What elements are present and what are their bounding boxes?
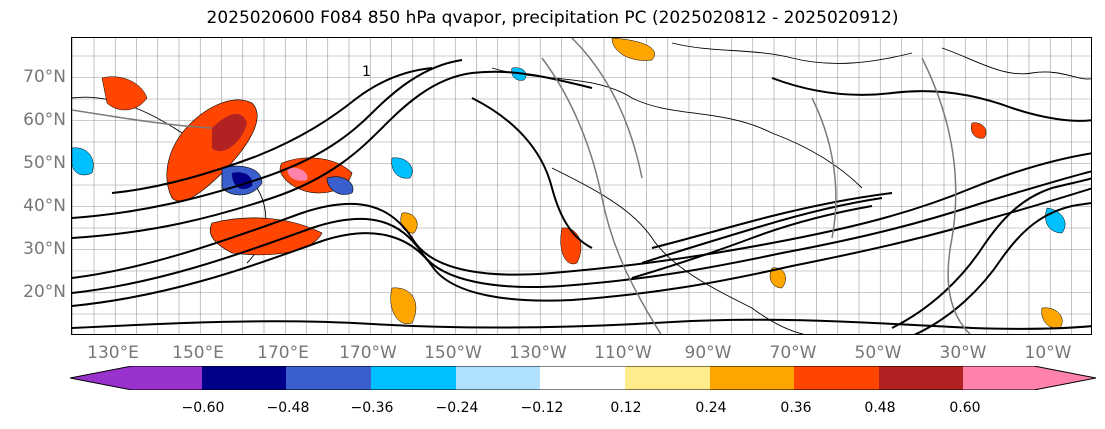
colorbar-segment <box>625 366 710 390</box>
colorbar-tick-neg-0-24: −0.24 <box>435 400 479 416</box>
colorbar-tick-0-48: 0.48 <box>864 400 896 416</box>
lon-label-110w: 110°W <box>594 343 652 363</box>
colorbar-tick-neg-0-12: −0.12 <box>520 400 564 416</box>
lon-label-150e: 150°E <box>172 343 224 363</box>
colorbar <box>70 366 1096 390</box>
lat-label-30n: 30°N <box>23 239 66 259</box>
lon-label-30w: 30°W <box>939 343 987 363</box>
colorbar-tick-neg-0-48: −0.48 <box>266 400 310 416</box>
colorbar-segment <box>963 366 1096 390</box>
contour-value-label: 1 <box>362 64 371 80</box>
colorbar-segment <box>794 366 879 390</box>
colorbar-segment <box>70 366 202 390</box>
map-canvas: 1 <box>72 38 1091 334</box>
colorbar-segment <box>879 366 963 390</box>
lon-label-130w: 130°W <box>509 343 567 363</box>
colorbar-segment <box>540 366 625 390</box>
colorbar-tick-0-12: 0.12 <box>610 400 642 416</box>
colorbar-tick-0-36: 0.36 <box>780 400 812 416</box>
lon-label-50w: 50°W <box>854 343 902 363</box>
lon-label-170w: 170°W <box>339 343 397 363</box>
colorbar-segment <box>371 366 456 390</box>
lon-label-10w: 10°W <box>1024 343 1072 363</box>
lat-label-20n: 20°N <box>23 282 66 302</box>
qvapor-contours <box>72 59 1091 334</box>
lon-label-90w: 90°W <box>684 343 732 363</box>
colorbar-tick-neg-0-60: −0.60 <box>181 400 225 416</box>
colorbar-segment <box>456 366 540 390</box>
lat-label-70n: 70°N <box>23 67 66 87</box>
colorbar-segment <box>202 366 286 390</box>
lat-label-40n: 40°N <box>23 196 66 216</box>
colorbar-segment <box>710 366 794 390</box>
map-panel: 1 <box>71 37 1092 335</box>
lat-label-60n: 60°N <box>23 110 66 130</box>
lon-label-70w: 70°W <box>769 343 817 363</box>
colorbar-tick-neg-0-36: −0.36 <box>350 400 394 416</box>
lon-label-170e: 170°E <box>257 343 309 363</box>
colorbar-tick-0-24: 0.24 <box>695 400 727 416</box>
chart-title: 2025020600 F084 850 hPa qvapor, precipit… <box>206 8 899 28</box>
gray-contours <box>72 38 972 334</box>
lon-label-130e: 130°E <box>87 343 139 363</box>
colorbar-segment <box>286 366 371 390</box>
lon-label-150w: 150°W <box>424 343 482 363</box>
colorbar-tick-0-60: 0.60 <box>949 400 981 416</box>
lat-label-50n: 50°N <box>23 153 66 173</box>
